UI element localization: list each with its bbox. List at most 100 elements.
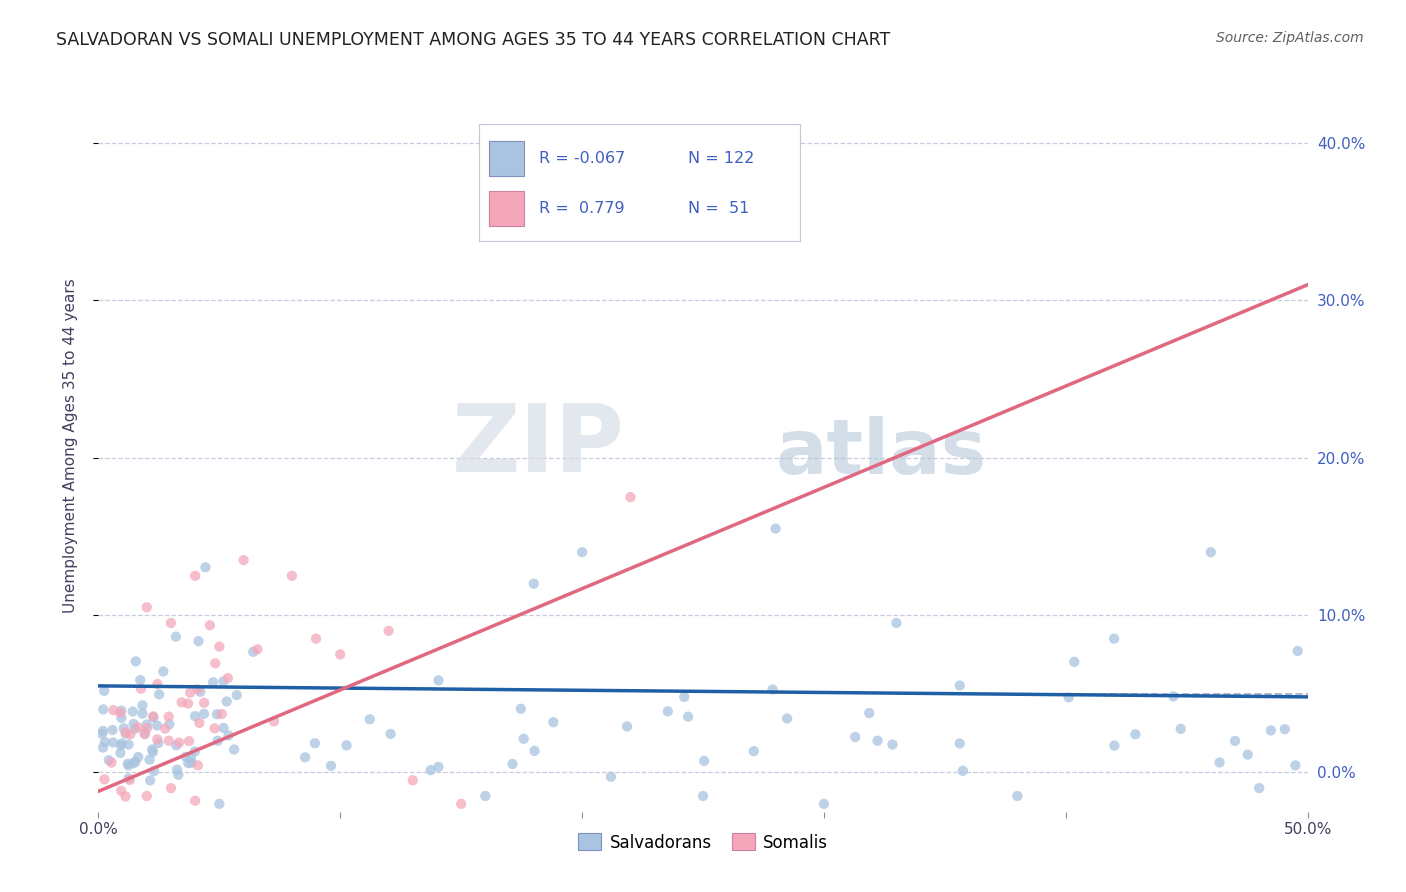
- Text: Source: ZipAtlas.com: Source: ZipAtlas.com: [1216, 31, 1364, 45]
- Legend: Salvadorans, Somalis: Salvadorans, Somalis: [571, 827, 835, 858]
- Salvadorans: [212, 674, 235, 689]
- Salvadorans: [427, 673, 450, 688]
- Somalis: [184, 794, 207, 808]
- Salvadorans: [91, 727, 114, 741]
- Salvadorans: [180, 751, 202, 765]
- Somalis: [135, 600, 157, 615]
- Salvadorans: [212, 721, 235, 735]
- Somalis: [619, 490, 641, 504]
- Salvadorans: [571, 545, 593, 559]
- Salvadorans: [177, 756, 200, 770]
- Somalis: [208, 640, 231, 654]
- Salvadorans: [94, 735, 117, 749]
- Somalis: [184, 568, 207, 582]
- Somalis: [167, 736, 190, 750]
- Salvadorans: [1104, 739, 1126, 753]
- Somalis: [93, 772, 115, 787]
- Salvadorans: [110, 738, 132, 752]
- Salvadorans: [124, 722, 146, 736]
- Somalis: [136, 721, 159, 735]
- Somalis: [187, 758, 209, 772]
- Text: SALVADORAN VS SOMALI UNEMPLOYMENT AMONG AGES 35 TO 44 YEARS CORRELATION CHART: SALVADORAN VS SOMALI UNEMPLOYMENT AMONG …: [56, 31, 890, 49]
- Somalis: [232, 553, 254, 567]
- Salvadorans: [139, 773, 162, 788]
- Salvadorans: [952, 764, 974, 778]
- Salvadorans: [167, 768, 190, 782]
- Somalis: [217, 671, 239, 685]
- Salvadorans: [202, 675, 225, 690]
- Salvadorans: [474, 789, 496, 803]
- Somalis: [179, 686, 201, 700]
- Somalis: [329, 648, 352, 662]
- Somalis: [188, 715, 211, 730]
- Salvadorans: [1223, 734, 1246, 748]
- Salvadorans: [131, 706, 153, 721]
- Salvadorans: [193, 706, 215, 721]
- Salvadorans: [165, 630, 187, 644]
- Somalis: [160, 615, 183, 630]
- Salvadorans: [673, 690, 696, 704]
- Salvadorans: [184, 744, 207, 758]
- Salvadorans: [742, 744, 765, 758]
- Somalis: [103, 703, 125, 717]
- Salvadorans: [319, 759, 342, 773]
- Somalis: [129, 681, 152, 696]
- Salvadorans: [174, 750, 197, 764]
- Salvadorans: [117, 758, 139, 772]
- Salvadorans: [117, 756, 139, 771]
- Salvadorans: [91, 723, 114, 738]
- Somalis: [305, 632, 328, 646]
- Salvadorans: [813, 797, 835, 811]
- Salvadorans: [882, 738, 904, 752]
- Salvadorans: [599, 770, 621, 784]
- Salvadorans: [1163, 690, 1185, 704]
- Somalis: [110, 784, 132, 798]
- Somalis: [157, 709, 180, 723]
- Salvadorans: [294, 750, 316, 764]
- Salvadorans: [949, 736, 972, 750]
- Somalis: [450, 797, 472, 811]
- Salvadorans: [218, 729, 240, 743]
- Salvadorans: [676, 709, 699, 723]
- Salvadorans: [111, 737, 134, 751]
- Salvadorans: [187, 634, 209, 648]
- Salvadorans: [1286, 644, 1309, 658]
- Somalis: [198, 618, 221, 632]
- Salvadorans: [692, 789, 714, 803]
- Salvadorans: [121, 705, 143, 719]
- Salvadorans: [762, 682, 785, 697]
- Salvadorans: [1007, 789, 1029, 803]
- Salvadorans: [866, 733, 889, 747]
- Somalis: [204, 722, 226, 736]
- Salvadorans: [1102, 632, 1125, 646]
- Salvadorans: [543, 715, 565, 730]
- Salvadorans: [657, 704, 679, 718]
- Somalis: [170, 695, 193, 709]
- Salvadorans: [207, 733, 229, 747]
- Salvadorans: [97, 753, 120, 767]
- Salvadorans: [122, 756, 145, 771]
- Salvadorans: [205, 707, 228, 722]
- Salvadorans: [101, 723, 124, 737]
- Salvadorans: [127, 750, 149, 764]
- Salvadorans: [949, 679, 972, 693]
- Salvadorans: [112, 721, 135, 735]
- Salvadorans: [166, 763, 188, 777]
- Somalis: [135, 789, 157, 803]
- Somalis: [134, 727, 156, 741]
- Somalis: [146, 677, 169, 691]
- Somalis: [765, 123, 787, 137]
- Somalis: [377, 624, 399, 638]
- Salvadorans: [242, 645, 264, 659]
- Salvadorans: [180, 756, 202, 770]
- Salvadorans: [208, 797, 231, 811]
- Salvadorans: [886, 615, 908, 630]
- Salvadorans: [110, 746, 132, 760]
- Salvadorans: [502, 756, 524, 771]
- Salvadorans: [858, 706, 880, 720]
- Salvadorans: [304, 736, 326, 750]
- Salvadorans: [142, 745, 165, 759]
- Salvadorans: [1125, 727, 1147, 741]
- Salvadorans: [101, 735, 124, 749]
- Salvadorans: [1249, 781, 1271, 796]
